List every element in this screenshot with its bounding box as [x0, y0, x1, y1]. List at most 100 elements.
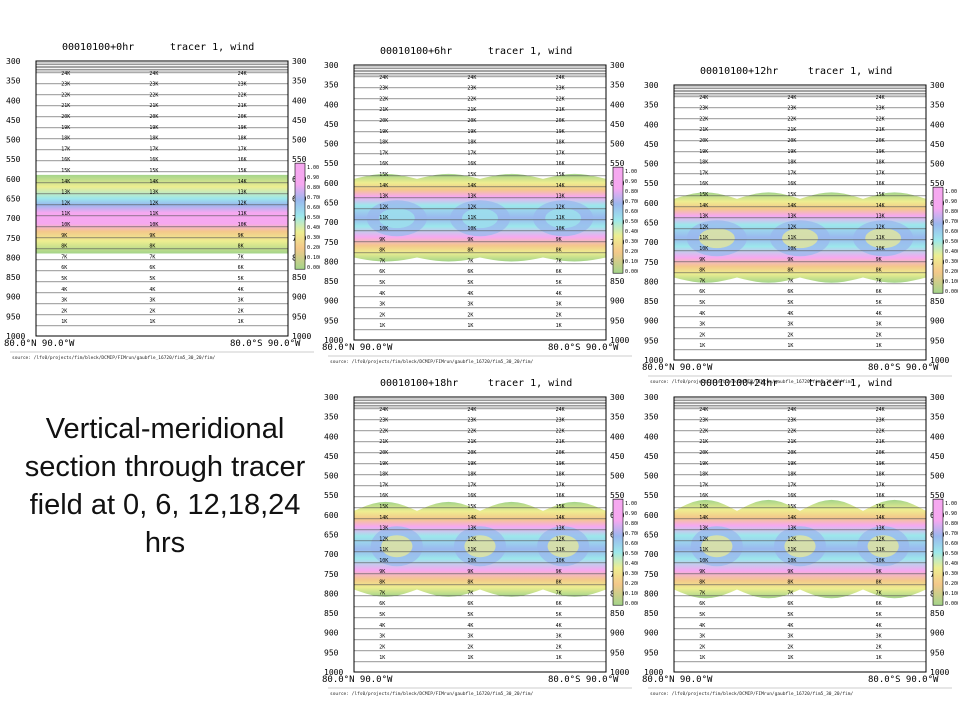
theta-label: 21K [61, 103, 70, 109]
y-tick-right: 850 [292, 273, 307, 282]
theta-label: 15K [556, 172, 565, 178]
theta-label: 8K [238, 244, 244, 250]
y-tick-left: 1000 [6, 332, 25, 341]
theta-label: 19K [238, 125, 247, 131]
theta-label: 19K [467, 129, 476, 135]
theta-label: 9K [238, 233, 244, 239]
theta-label: 24K [467, 75, 476, 81]
theta-label: 12K [787, 224, 796, 230]
colorbar-tick: 0.000 [625, 269, 638, 275]
y-tick-left: 950 [324, 648, 339, 657]
theta-label: 23K [238, 82, 247, 88]
y-tick-right: 350 [292, 77, 307, 86]
theta-label: 13K [467, 194, 476, 200]
theta-label: 18K [149, 136, 158, 142]
theta-label: 6K [556, 601, 562, 607]
colorbar-tick: 0.500 [307, 215, 320, 221]
theta-label: 9K [876, 569, 882, 575]
y-tick-left: 400 [6, 96, 21, 105]
theta-label: 13K [699, 526, 708, 532]
theta-label: 9K [556, 237, 562, 243]
y-tick-right: 950 [610, 648, 625, 657]
theta-label: 8K [699, 268, 705, 274]
y-tick-right: 500 [292, 136, 307, 145]
source-text: source: /lfs0/projects/fim/bleck/DCMIP/F… [12, 355, 215, 361]
colorbar-tick: 0.100 [945, 279, 958, 285]
theta-label: 16K [787, 493, 796, 499]
y-tick-right: 450 [292, 116, 307, 125]
y-tick-left: 900 [644, 317, 659, 326]
theta-label: 17K [467, 150, 476, 156]
theta-label: 24K [876, 95, 885, 101]
theta-label: 4K [876, 623, 882, 629]
theta-label: 10K [379, 558, 388, 564]
theta-label: 21K [467, 107, 476, 113]
theta-label: 10K [61, 222, 70, 228]
y-tick-right: 550 [930, 491, 945, 500]
x-label-right: 80.0°S 90.0°W [868, 363, 939, 373]
colorbar [294, 162, 306, 270]
source-text: source: /lfs0/projects/fim/bleck/DCMIP/F… [650, 691, 853, 697]
y-tick-left: 850 [644, 297, 659, 306]
theta-label: 12K [787, 536, 796, 542]
theta-label: 8K [149, 244, 155, 250]
theta-label: 22K [876, 428, 885, 434]
theta-label: 17K [61, 146, 70, 152]
theta-label: 14K [787, 203, 796, 209]
colorbar-tick: 0.800 [625, 521, 638, 527]
theta-label: 16K [556, 161, 565, 167]
theta-label: 1K [787, 655, 793, 661]
y-tick-left: 350 [324, 81, 339, 90]
theta-label: 20K [149, 114, 158, 120]
y-tick-left: 300 [6, 57, 21, 66]
y-tick-left: 400 [324, 432, 339, 441]
theta-label: 5K [379, 280, 385, 286]
theta-label: 2K [787, 644, 793, 650]
theta-label: 23K [876, 418, 885, 424]
theta-label: 24K [61, 71, 70, 77]
y-tick-left: 800 [644, 589, 659, 598]
theta-label: 20K [379, 118, 388, 124]
theta-label: 20K [699, 138, 708, 144]
theta-label: 8K [876, 580, 882, 586]
theta-label: 2K [379, 644, 385, 650]
theta-label: 16K [699, 181, 708, 187]
theta-label: 1K [379, 323, 385, 329]
theta-label: 21K [699, 439, 708, 445]
theta-label: 9K [149, 233, 155, 239]
colorbar-tick: 0.000 [945, 289, 958, 295]
colorbar-tick: 0.600 [625, 541, 638, 547]
y-tick-right: 850 [610, 609, 625, 618]
theta-label: 19K [149, 125, 158, 131]
theta-label: 24K [556, 407, 565, 413]
theta-label: 18K [556, 472, 565, 478]
y-tick-left: 600 [644, 511, 659, 520]
panel-12hr: 00010100+12hr tracer 1, wind 24K 24K 24K 23K 2… [638, 60, 958, 390]
y-tick-left: 300 [644, 393, 659, 402]
y-tick-left: 900 [644, 629, 659, 638]
tracer-field: 24K 24K 24K 23K 23K 23K 22K 22K 22K 21K 21K 21K 20K 2… [674, 86, 926, 351]
theta-label: 7K [149, 254, 155, 260]
colorbar-tick: 0.400 [945, 249, 958, 255]
y-tick-right: 500 [610, 472, 625, 481]
theta-label: 23K [699, 106, 708, 112]
theta-label: 5K [467, 280, 473, 286]
tracer-cell-core [378, 208, 415, 229]
panel-title: 00010100+24hr [700, 378, 778, 389]
theta-label: 12K [467, 204, 476, 210]
colorbar-tick: 0.90 [945, 511, 957, 517]
theta-label: 5K [556, 280, 562, 286]
colorbar-tick: 0.90 [625, 511, 637, 517]
theta-label: 3K [876, 322, 882, 328]
theta-label: 8K [787, 580, 793, 586]
y-tick-right: 1000 [930, 356, 949, 365]
theta-label: 16K [61, 157, 70, 163]
y-tick-left: 300 [324, 61, 339, 70]
colorbar-tick: 0.600 [945, 541, 958, 547]
theta-label: 8K [467, 248, 473, 254]
theta-label: 14K [699, 515, 708, 521]
theta-label: 12K [149, 200, 158, 206]
y-tick-left: 800 [644, 277, 659, 286]
y-tick-left: 750 [324, 238, 339, 247]
theta-label: 22K [379, 96, 388, 102]
